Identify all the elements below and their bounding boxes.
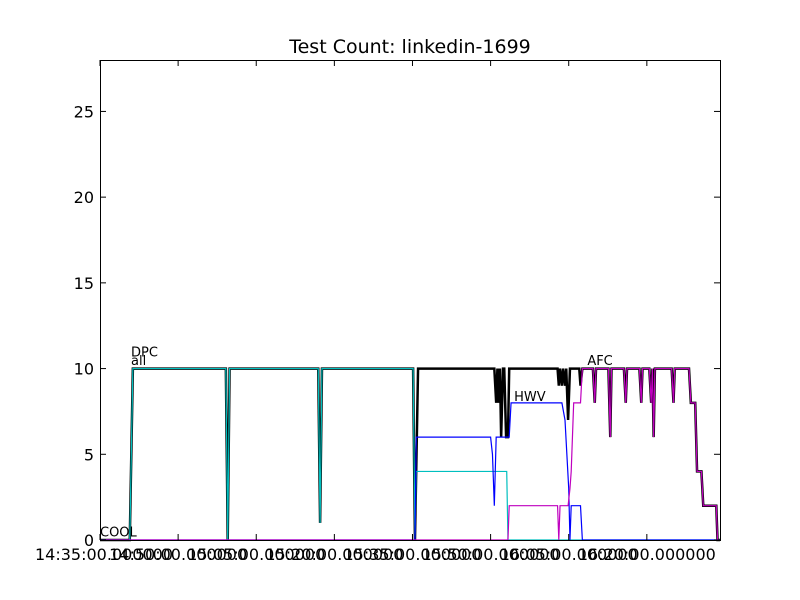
x-tick-label: 16:05:00.000000 — [500, 545, 638, 564]
x-tick-label: 14:35:00.000000 — [35, 545, 173, 564]
series-line-3 — [100, 367, 720, 541]
annotation-label: all — [131, 354, 146, 369]
y-tick-label: 20 — [74, 188, 94, 207]
x-tick-label: 14:50:00.000000 — [109, 545, 247, 564]
y-axis: 0 5 10 15 20 25 — [74, 102, 720, 550]
y-tick-label: 15 — [74, 274, 94, 293]
y-tick-label: 25 — [74, 102, 94, 121]
x-tick-label: 15:20:00.000000 — [265, 545, 403, 564]
x-tick-label: 16:20:00.000000 — [578, 545, 716, 564]
x-axis: 14:35:00.00000014:50:00.00000015:05:00.0… — [35, 60, 716, 564]
series-layer — [100, 367, 720, 542]
y-tick-label: 0 — [84, 531, 94, 550]
chart-title: Test Count: linkedin-1699 — [288, 36, 531, 58]
annotation-label: COOL — [100, 526, 138, 541]
series-line-2 — [100, 402, 720, 541]
y-tick-label: 5 — [84, 445, 94, 464]
series-line-0 — [100, 367, 720, 542]
annotation-label: AFC — [587, 354, 612, 369]
x-tick-label: 15:05:00.000000 — [187, 545, 325, 564]
x-tick-label: 15:35:00.000000 — [343, 545, 481, 564]
plot-frame — [100, 60, 721, 541]
annotation-label: DPC — [131, 346, 158, 361]
y-tick-label: 10 — [74, 360, 94, 379]
annotation-label: HWV — [514, 390, 546, 405]
x-tick-label: 15:50:00.000000 — [422, 545, 560, 564]
series-line-1 — [100, 367, 720, 541]
